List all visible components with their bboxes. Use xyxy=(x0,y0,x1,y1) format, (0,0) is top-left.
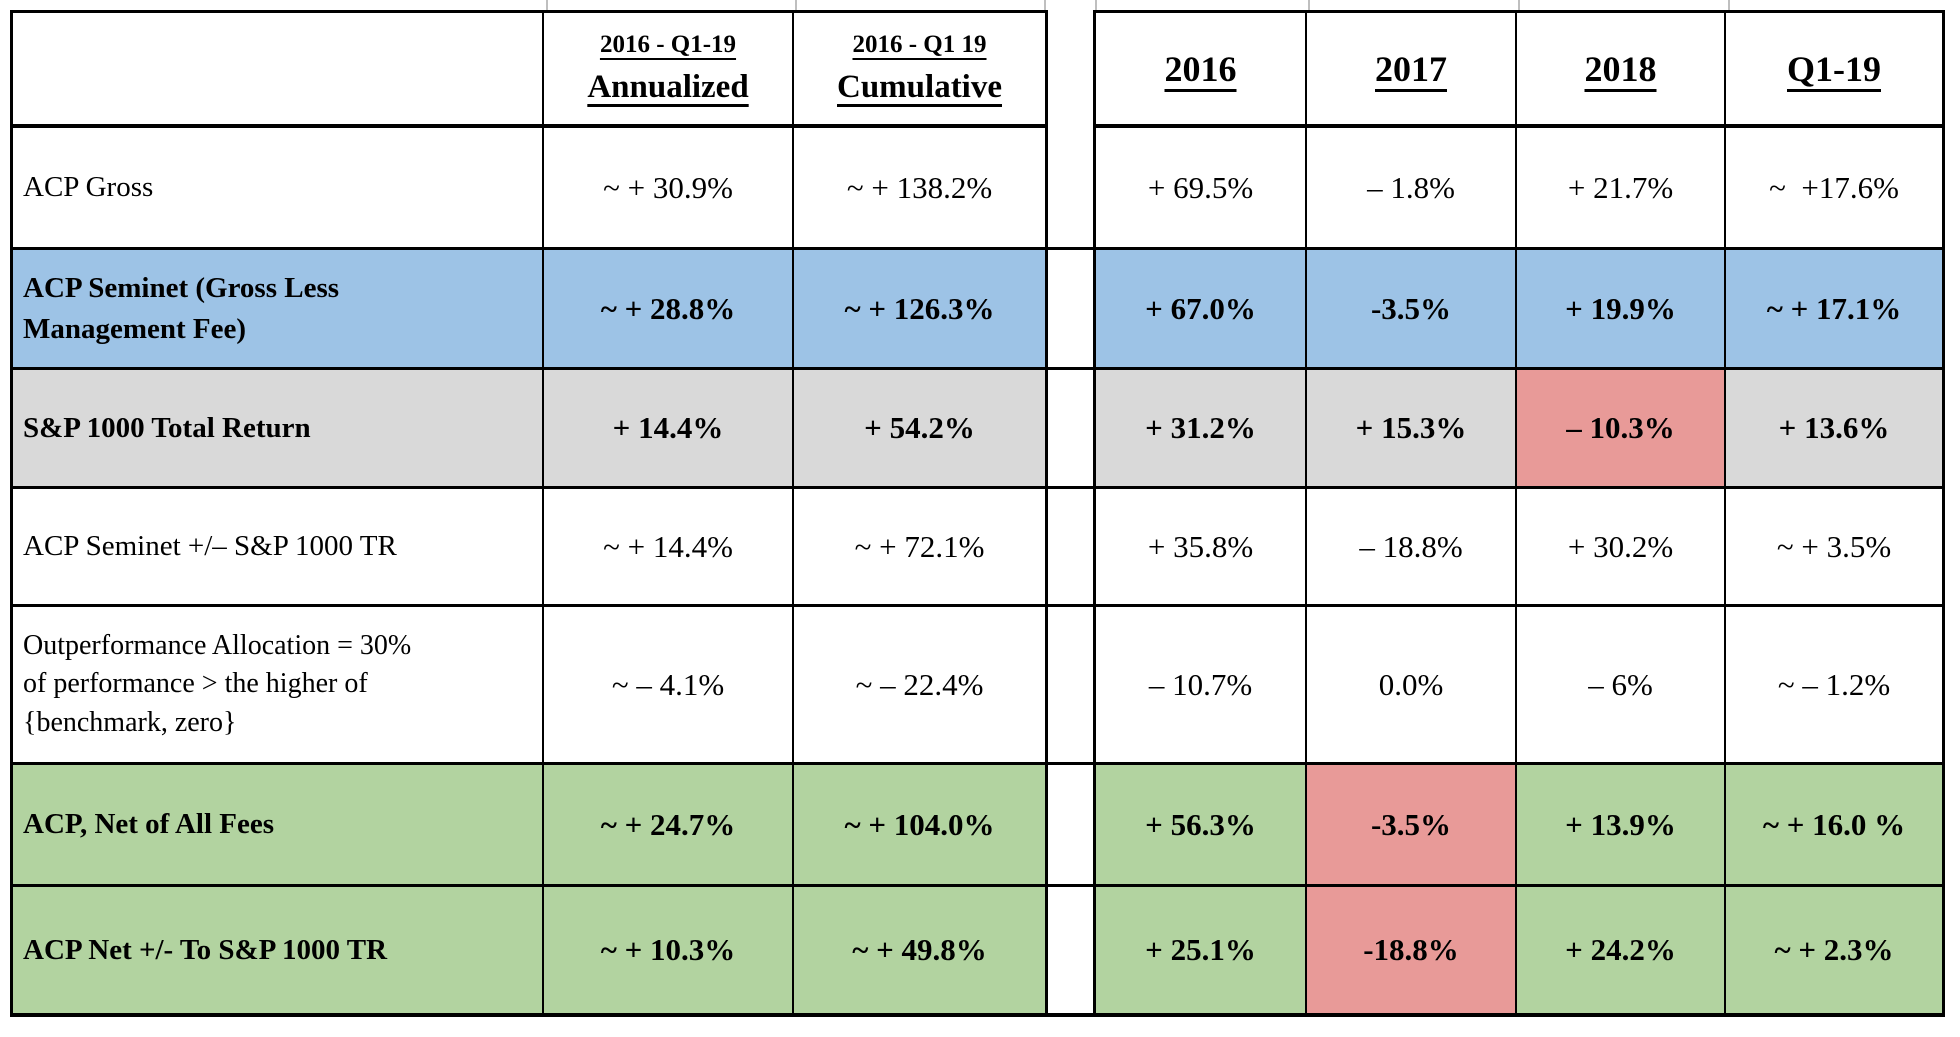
row-label-seminet-vs-sp: ACP Seminet +/– S&P 1000 TR xyxy=(10,489,544,607)
spreadsheet-gridline xyxy=(546,0,548,11)
header-empty-cell xyxy=(10,10,544,128)
value-cell: ~ + 3.5% xyxy=(1726,489,1945,607)
value-cell: 0.0% xyxy=(1307,607,1517,765)
value-cell: + 56.3% xyxy=(1096,765,1307,887)
value-cell: + 30.2% xyxy=(1517,489,1726,607)
row-label-acp-net-of-fees: ACP, Net of All Fees xyxy=(10,765,544,887)
value-cell: + 19.9% xyxy=(1517,250,1726,370)
value-cell: + 25.1% xyxy=(1096,887,1307,1017)
year-label: 2016 xyxy=(1164,48,1237,89)
value-cell: + 35.8% xyxy=(1096,489,1307,607)
value-cell: -3.5% xyxy=(1307,250,1517,370)
spreadsheet-gridline xyxy=(795,0,797,11)
spacer-column-cell xyxy=(1045,128,1096,250)
value-cell: + 24.2% xyxy=(1517,887,1726,1017)
year-label: 2018 xyxy=(1584,48,1657,89)
header-year-2016: 2016 xyxy=(1096,10,1307,128)
spacer-column-cell xyxy=(1045,250,1096,370)
header-annualized: 2016 - Q1-19 Annualized xyxy=(544,10,794,128)
spreadsheet-gridline xyxy=(1728,0,1730,11)
spreadsheet-gridline xyxy=(1308,0,1310,11)
year-label: 2017 xyxy=(1375,48,1447,89)
value-cell: ~ + 16.0 % xyxy=(1726,765,1945,887)
spacer-column-cell xyxy=(1045,607,1096,765)
header-year-2017: 2017 xyxy=(1307,10,1517,128)
spacer-column-cell xyxy=(1045,10,1096,128)
value-cell: ~ + 126.3% xyxy=(794,250,1045,370)
row-label-acp-seminet: ACP Seminet (Gross Less Management Fee) xyxy=(10,250,544,370)
value-cell: + 67.0% xyxy=(1096,250,1307,370)
value-cell-negative-highlight: -3.5% xyxy=(1307,765,1517,887)
spreadsheet-gridline xyxy=(1044,0,1046,11)
spreadsheet-gridline xyxy=(1518,0,1520,11)
header-year-q1-19: Q1-19 xyxy=(1726,10,1945,128)
header-annualized-range: 2016 - Q1-19 xyxy=(599,31,737,58)
row-label-sp1000-tr: S&P 1000 Total Return xyxy=(10,370,544,489)
header-cumulative: 2016 - Q1 19 Cumulative xyxy=(794,10,1045,128)
spacer-column-cell xyxy=(1045,765,1096,887)
value-cell: – 18.8% xyxy=(1307,489,1517,607)
performance-table: 2016 - Q1-19 Annualized 2016 - Q1 19 Cum… xyxy=(10,10,1945,1017)
value-cell: + 31.2% xyxy=(1096,370,1307,489)
row-label-acp-gross: ACP Gross xyxy=(10,128,544,250)
value-cell: + 54.2% xyxy=(794,370,1045,489)
value-cell: ~ + 2.3% xyxy=(1726,887,1945,1017)
value-cell: ~ – 1.2% xyxy=(1726,607,1945,765)
value-cell: ~ + 10.3% xyxy=(544,887,794,1017)
value-cell: ~ + 30.9% xyxy=(544,128,794,250)
value-cell: – 1.8% xyxy=(1307,128,1517,250)
spacer-column-cell xyxy=(1045,370,1096,489)
spacer-column-cell xyxy=(1045,489,1096,607)
value-cell: ~ + 104.0% xyxy=(794,765,1045,887)
value-cell: ~ + 49.8% xyxy=(794,887,1045,1017)
header-annualized-label: Annualized xyxy=(587,69,749,105)
spreadsheet-gridline xyxy=(1095,0,1097,11)
spacer-column-cell xyxy=(1045,887,1096,1017)
value-cell: ~ + 17.1% xyxy=(1726,250,1945,370)
value-cell: – 6% xyxy=(1517,607,1726,765)
value-cell: + 15.3% xyxy=(1307,370,1517,489)
value-cell: ~ + 24.7% xyxy=(544,765,794,887)
value-cell: ~ + 28.8% xyxy=(544,250,794,370)
value-cell: + 21.7% xyxy=(1517,128,1726,250)
header-year-2018: 2018 xyxy=(1517,10,1726,128)
value-cell: ~ + 72.1% xyxy=(794,489,1045,607)
value-cell: ~ – 22.4% xyxy=(794,607,1045,765)
value-cell: ~ – 4.1% xyxy=(544,607,794,765)
value-cell: ~ + 138.2% xyxy=(794,128,1045,250)
header-cumulative-label: Cumulative xyxy=(837,69,1002,105)
row-label-outperformance-allocation: Outperformance Allocation = 30% of perfo… xyxy=(10,607,544,765)
value-cell: ~ +17.6% xyxy=(1726,128,1945,250)
value-cell-negative-highlight: -18.8% xyxy=(1307,887,1517,1017)
value-cell: + 14.4% xyxy=(544,370,794,489)
value-cell-negative-highlight: – 10.3% xyxy=(1517,370,1726,489)
value-cell: + 69.5% xyxy=(1096,128,1307,250)
row-label-acp-net-vs-sp: ACP Net +/- To S&P 1000 TR xyxy=(10,887,544,1017)
year-label: Q1-19 xyxy=(1787,48,1881,89)
header-cumulative-range: 2016 - Q1 19 xyxy=(852,31,987,58)
value-cell: – 10.7% xyxy=(1096,607,1307,765)
value-cell: + 13.9% xyxy=(1517,765,1726,887)
value-cell: ~ + 14.4% xyxy=(544,489,794,607)
value-cell: + 13.6% xyxy=(1726,370,1945,489)
